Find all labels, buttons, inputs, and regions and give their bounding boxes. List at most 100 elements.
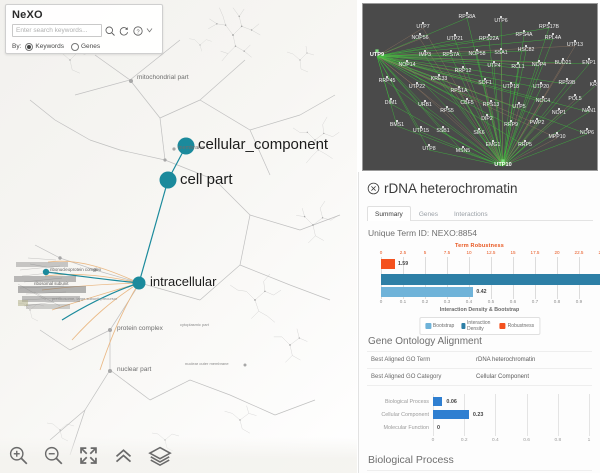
network-edge bbox=[502, 63, 564, 167]
network-node[interactable] bbox=[493, 61, 495, 63]
network-node[interactable] bbox=[500, 48, 502, 50]
collapse-icon[interactable] bbox=[113, 445, 134, 466]
tab-summary[interactable]: Summary bbox=[367, 206, 411, 221]
network-node[interactable] bbox=[484, 78, 486, 80]
network-node[interactable] bbox=[574, 40, 576, 42]
close-icon[interactable] bbox=[367, 182, 380, 195]
tab-interactions[interactable]: Interactions bbox=[453, 211, 488, 218]
go-alignment-heading: Gene Ontology Alignment bbox=[368, 336, 482, 347]
zoom-in-icon[interactable] bbox=[8, 445, 29, 466]
network-node[interactable] bbox=[386, 76, 388, 78]
network-node[interactable] bbox=[422, 22, 424, 24]
network-node[interactable] bbox=[536, 118, 538, 120]
ontology-graph-panel[interactable]: cellular_component cell part intracellul… bbox=[0, 0, 357, 473]
network-edge bbox=[376, 55, 422, 133]
network-node[interactable] bbox=[396, 120, 398, 122]
network-node[interactable] bbox=[510, 120, 512, 122]
robustness-bottom-tick: 0.9 bbox=[575, 299, 583, 304]
network-node[interactable] bbox=[450, 50, 452, 52]
interaction-network-panel[interactable]: UTP9 UTP7 RPS8A UTP6 RPS17B NOP56 UTP21 RPS22A R… bbox=[362, 3, 598, 171]
network-node[interactable] bbox=[523, 30, 525, 32]
network-node[interactable] bbox=[462, 146, 464, 148]
detail-tabs[interactable]: Summary Genes Interactions bbox=[367, 205, 593, 221]
network-node[interactable] bbox=[458, 86, 460, 88]
network-node[interactable] bbox=[486, 114, 488, 116]
network-node[interactable] bbox=[510, 82, 512, 84]
network-edge bbox=[502, 123, 538, 167]
network-node[interactable] bbox=[466, 98, 468, 100]
network-node[interactable] bbox=[552, 33, 554, 35]
network-node[interactable] bbox=[586, 128, 588, 130]
radio-genes-icon[interactable] bbox=[70, 43, 79, 51]
network-node[interactable] bbox=[525, 45, 527, 47]
network-node[interactable] bbox=[466, 12, 468, 14]
network-node[interactable] bbox=[424, 100, 426, 102]
robustness-bottom-tick: 0 bbox=[379, 299, 383, 304]
network-node[interactable] bbox=[476, 49, 478, 51]
robustness-bottom-tick: 0.5 bbox=[487, 299, 495, 304]
network-node[interactable] bbox=[574, 94, 576, 96]
layers-icon[interactable] bbox=[148, 443, 172, 467]
search-icon[interactable] bbox=[104, 25, 116, 37]
network-node[interactable] bbox=[548, 22, 550, 24]
network-node[interactable] bbox=[490, 100, 492, 102]
network-edge bbox=[442, 131, 504, 167]
network-node[interactable] bbox=[517, 62, 519, 64]
network-node[interactable] bbox=[462, 66, 464, 68]
network-node[interactable] bbox=[500, 16, 502, 18]
network-node[interactable] bbox=[454, 34, 456, 36]
chart-legend[interactable]: Bootstrap Interaction Density Robustness bbox=[418, 317, 541, 335]
radio-option-keywords[interactable]: Keywords bbox=[25, 42, 64, 51]
graph-toolbar[interactable] bbox=[0, 437, 357, 473]
radio-keywords-icon[interactable] bbox=[25, 43, 34, 51]
network-edge bbox=[450, 55, 504, 167]
network-node[interactable] bbox=[566, 78, 568, 80]
network-node[interactable] bbox=[540, 82, 542, 84]
network-node[interactable] bbox=[524, 140, 526, 142]
network-node[interactable] bbox=[538, 60, 540, 62]
fit-to-screen-icon[interactable] bbox=[78, 445, 99, 466]
network-node[interactable] bbox=[556, 132, 558, 134]
search-input[interactable] bbox=[12, 24, 102, 37]
network-node[interactable] bbox=[442, 126, 444, 128]
network-node-label: NOP56 bbox=[411, 35, 428, 41]
network-node[interactable] bbox=[420, 126, 422, 128]
search-by-label: By: bbox=[12, 42, 22, 50]
network-node[interactable] bbox=[428, 144, 430, 146]
legend-item-robustness[interactable]: Robustness bbox=[499, 323, 534, 329]
radio-option-genes[interactable]: Genes bbox=[70, 42, 100, 51]
network-node[interactable] bbox=[419, 33, 421, 35]
network-node[interactable] bbox=[518, 102, 520, 104]
network-node[interactable] bbox=[588, 58, 590, 60]
interaction-network-svg[interactable]: UTP9 UTP7 RPS8A UTP6 RPS17B NOP56 UTP21 RPS22A R… bbox=[363, 4, 598, 171]
network-node[interactable] bbox=[446, 106, 448, 108]
network-node[interactable] bbox=[416, 82, 418, 84]
chevron-down-icon[interactable] bbox=[146, 26, 153, 36]
legend-item-bootstrap[interactable]: Bootstrap bbox=[424, 323, 454, 329]
go-alignment-chart: 0 0.2 0.4 0.6 0.8 1 Biological Process 0.06 Cell… bbox=[367, 392, 592, 450]
network-node[interactable] bbox=[390, 98, 392, 100]
search-card[interactable]: NeXO ? By: bbox=[5, 4, 163, 54]
network-node[interactable] bbox=[492, 140, 494, 142]
network-node[interactable] bbox=[501, 159, 505, 163]
zoom-out-icon[interactable] bbox=[43, 445, 64, 466]
legend-item-interaction-density[interactable]: Interaction Density bbox=[461, 320, 492, 332]
network-node[interactable] bbox=[558, 108, 560, 110]
network-edge bbox=[376, 55, 558, 139]
reset-icon[interactable] bbox=[118, 25, 130, 37]
network-node[interactable] bbox=[478, 128, 480, 130]
network-node[interactable] bbox=[375, 49, 379, 53]
help-icon[interactable]: ? bbox=[132, 25, 144, 37]
network-node[interactable] bbox=[438, 74, 440, 76]
network-node[interactable] bbox=[594, 80, 596, 82]
tab-genes[interactable]: Genes bbox=[418, 211, 438, 218]
network-node[interactable] bbox=[488, 34, 490, 36]
network-node[interactable] bbox=[424, 50, 426, 52]
robustness-top-tick: 15 bbox=[510, 250, 516, 255]
network-edge bbox=[502, 133, 588, 167]
network-node[interactable] bbox=[542, 96, 544, 98]
network-node[interactable] bbox=[406, 60, 408, 62]
network-node[interactable] bbox=[588, 106, 590, 108]
ontology-tree-svg[interactable] bbox=[0, 0, 357, 473]
network-node[interactable] bbox=[562, 58, 564, 60]
